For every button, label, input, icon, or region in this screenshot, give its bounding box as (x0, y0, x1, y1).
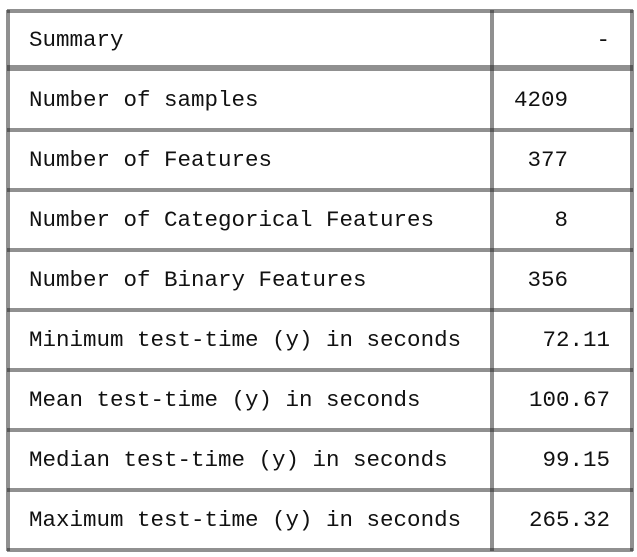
row-label: Maximum test-time (y) in seconds (29, 507, 461, 533)
header-value: - (596, 27, 610, 53)
row-label: Number of Binary Features (29, 267, 367, 293)
row-label: Number of Features (29, 147, 272, 173)
row-value: 100.67 (529, 387, 610, 413)
row-label: Minimum test-time (y) in seconds (29, 327, 461, 353)
header-label: Summary (29, 27, 124, 53)
row-label: Median test-time (y) in seconds (29, 447, 448, 473)
row-value: 8 (554, 207, 568, 233)
row-value: 356 (527, 267, 568, 293)
row-value: 72.11 (542, 327, 610, 353)
row-label: Mean test-time (y) in seconds (29, 387, 421, 413)
row-label: Number of Categorical Features (29, 207, 434, 233)
row-value: 4209 (514, 87, 568, 113)
row-value: 377 (527, 147, 568, 173)
row-value: 265.32 (529, 507, 610, 533)
row-label: Number of samples (29, 87, 259, 113)
row-value: 99.15 (542, 447, 610, 473)
